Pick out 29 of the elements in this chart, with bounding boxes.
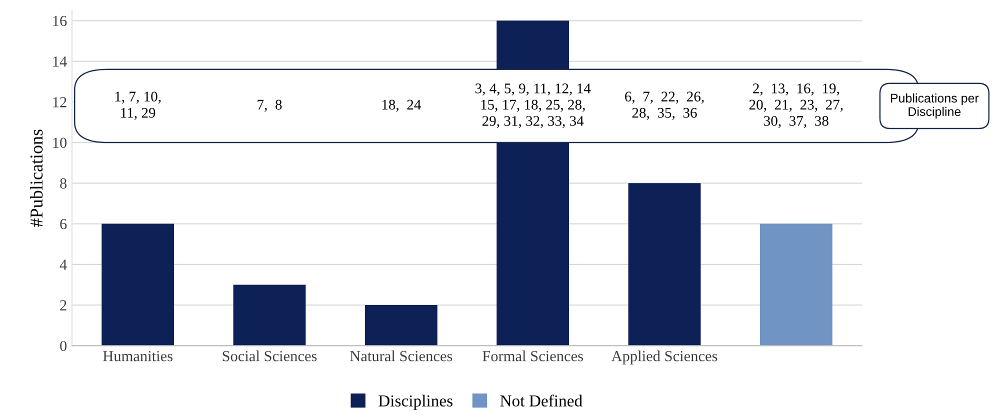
annotation: 2, 13, 16, 19, 20, 21, 23, 27, 30, 37, 38 <box>749 84 843 128</box>
y-tick-label: 6 <box>60 218 67 230</box>
bar <box>102 224 174 346</box>
y-tick-label: 10 <box>53 138 67 148</box>
x-tick-label: Formal Sciences <box>482 350 583 362</box>
y-tick-label: 2 <box>60 300 66 310</box>
x-tick-label: Applied Sciences <box>611 350 718 364</box>
y-tick-label: 14 <box>53 56 67 67</box>
annotation: 3, 4, 5, 9, 11, 12, 14 15, 17, 18, 25, 28, 29, 31, 32, 33, 34 <box>475 84 591 128</box>
legend-label: Disciplines <box>378 394 452 410</box>
x-tick-label: Social Sciences <box>222 350 317 362</box>
y-tick-label: 0 <box>60 340 67 352</box>
y-tick-label: 12 <box>53 97 66 108</box>
x-tick-label: Humanities <box>103 351 172 362</box>
bar <box>760 224 832 346</box>
bar <box>233 284 306 346</box>
y-tick-label: 16 <box>53 16 67 26</box>
annotation: 7, 8 <box>258 100 282 112</box>
bar <box>628 183 701 346</box>
annotation: 1, 7, 10, 11, 29 <box>115 92 161 120</box>
y-tick-label: 8 <box>60 178 67 189</box>
y-tick-label: 4 <box>60 260 67 270</box>
y-axis-title: #Publications <box>30 130 43 227</box>
annotation: 18, 24 <box>382 100 421 112</box>
bar <box>364 305 438 346</box>
text: Publications per Discipline <box>890 93 979 119</box>
x-tick-label: Natural Sciences <box>350 350 452 362</box>
annotation: 6, 7, 22, 26, 28, 35, 36 <box>625 92 704 120</box>
legend-label: Not Defined <box>500 394 582 407</box>
